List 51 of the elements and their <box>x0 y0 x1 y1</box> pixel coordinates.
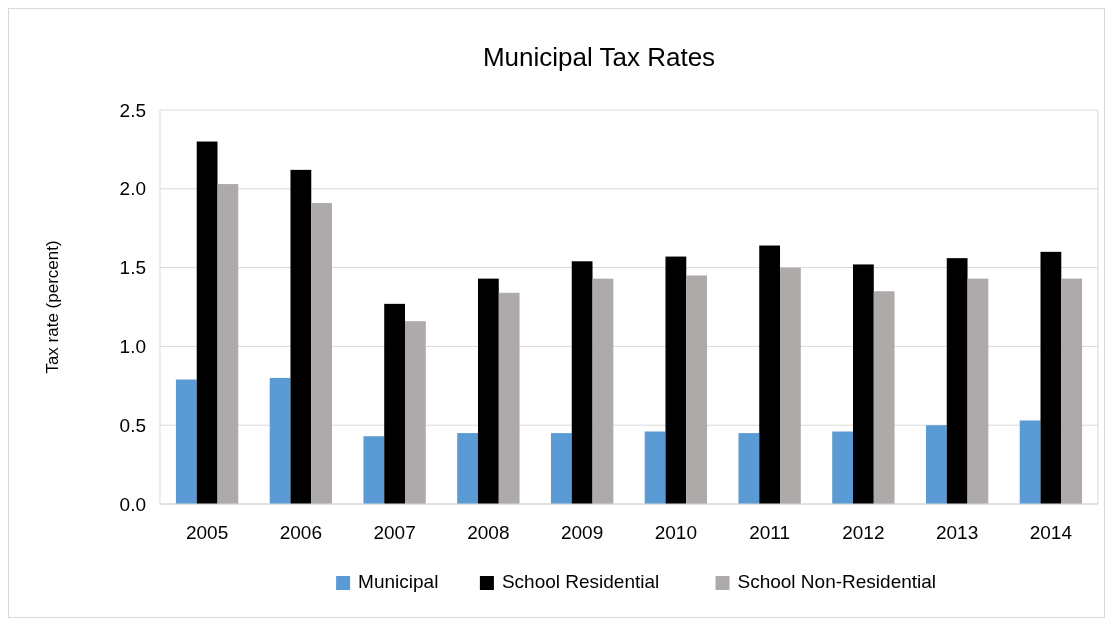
legend-label: Municipal <box>358 571 439 592</box>
bar <box>738 433 760 504</box>
bar <box>832 431 853 504</box>
bar <box>217 184 239 504</box>
x-tick-label: 2008 <box>467 522 510 543</box>
bar <box>967 278 989 504</box>
bar <box>852 264 874 504</box>
legend-label: School Residential <box>501 571 660 592</box>
bar <box>759 245 781 504</box>
bar <box>384 303 406 504</box>
x-tick-label: 2006 <box>279 522 322 543</box>
bar <box>290 169 312 504</box>
bar <box>873 291 895 504</box>
bar <box>592 278 614 504</box>
y-tick-label: 1.5 <box>119 257 146 279</box>
bar <box>1019 420 1041 504</box>
x-tick-label: 2007 <box>373 522 416 543</box>
bar <box>311 202 333 504</box>
x-tick-label: 2010 <box>654 522 698 543</box>
x-tick-label: 2012 <box>842 522 885 543</box>
chart-title: Municipal Tax Rates <box>482 42 716 72</box>
y-axis-title: Tax rate (percent) <box>43 240 62 374</box>
bar <box>946 258 968 504</box>
bar <box>196 141 218 504</box>
x-tick-label: 2005 <box>185 522 229 543</box>
bar <box>175 379 197 504</box>
bar <box>363 436 385 504</box>
bar <box>780 267 801 504</box>
bar <box>477 278 499 504</box>
x-tick-label: 2014 <box>1029 522 1073 543</box>
bar <box>925 425 947 504</box>
y-tick-label: 2.5 <box>119 99 146 121</box>
bar <box>644 431 666 504</box>
bar <box>571 261 593 504</box>
y-tick-label: 2.0 <box>119 178 146 200</box>
bar <box>550 433 572 504</box>
y-tick-label: 1.0 <box>119 336 146 358</box>
bar <box>405 321 426 504</box>
x-tick-label: 2013 <box>936 522 979 543</box>
bar <box>457 433 478 504</box>
bar <box>269 377 291 504</box>
x-tick-label: 2009 <box>560 522 604 543</box>
x-tick-label: 2011 <box>749 522 791 543</box>
legend-label: School Non-Residential <box>737 571 937 592</box>
bar <box>665 256 687 504</box>
bar <box>498 292 520 504</box>
y-tick-label: 0.5 <box>119 414 146 436</box>
bar <box>1061 278 1083 504</box>
y-tick-label: 0.0 <box>119 493 146 515</box>
bar <box>686 275 708 504</box>
bar <box>1040 251 1062 504</box>
